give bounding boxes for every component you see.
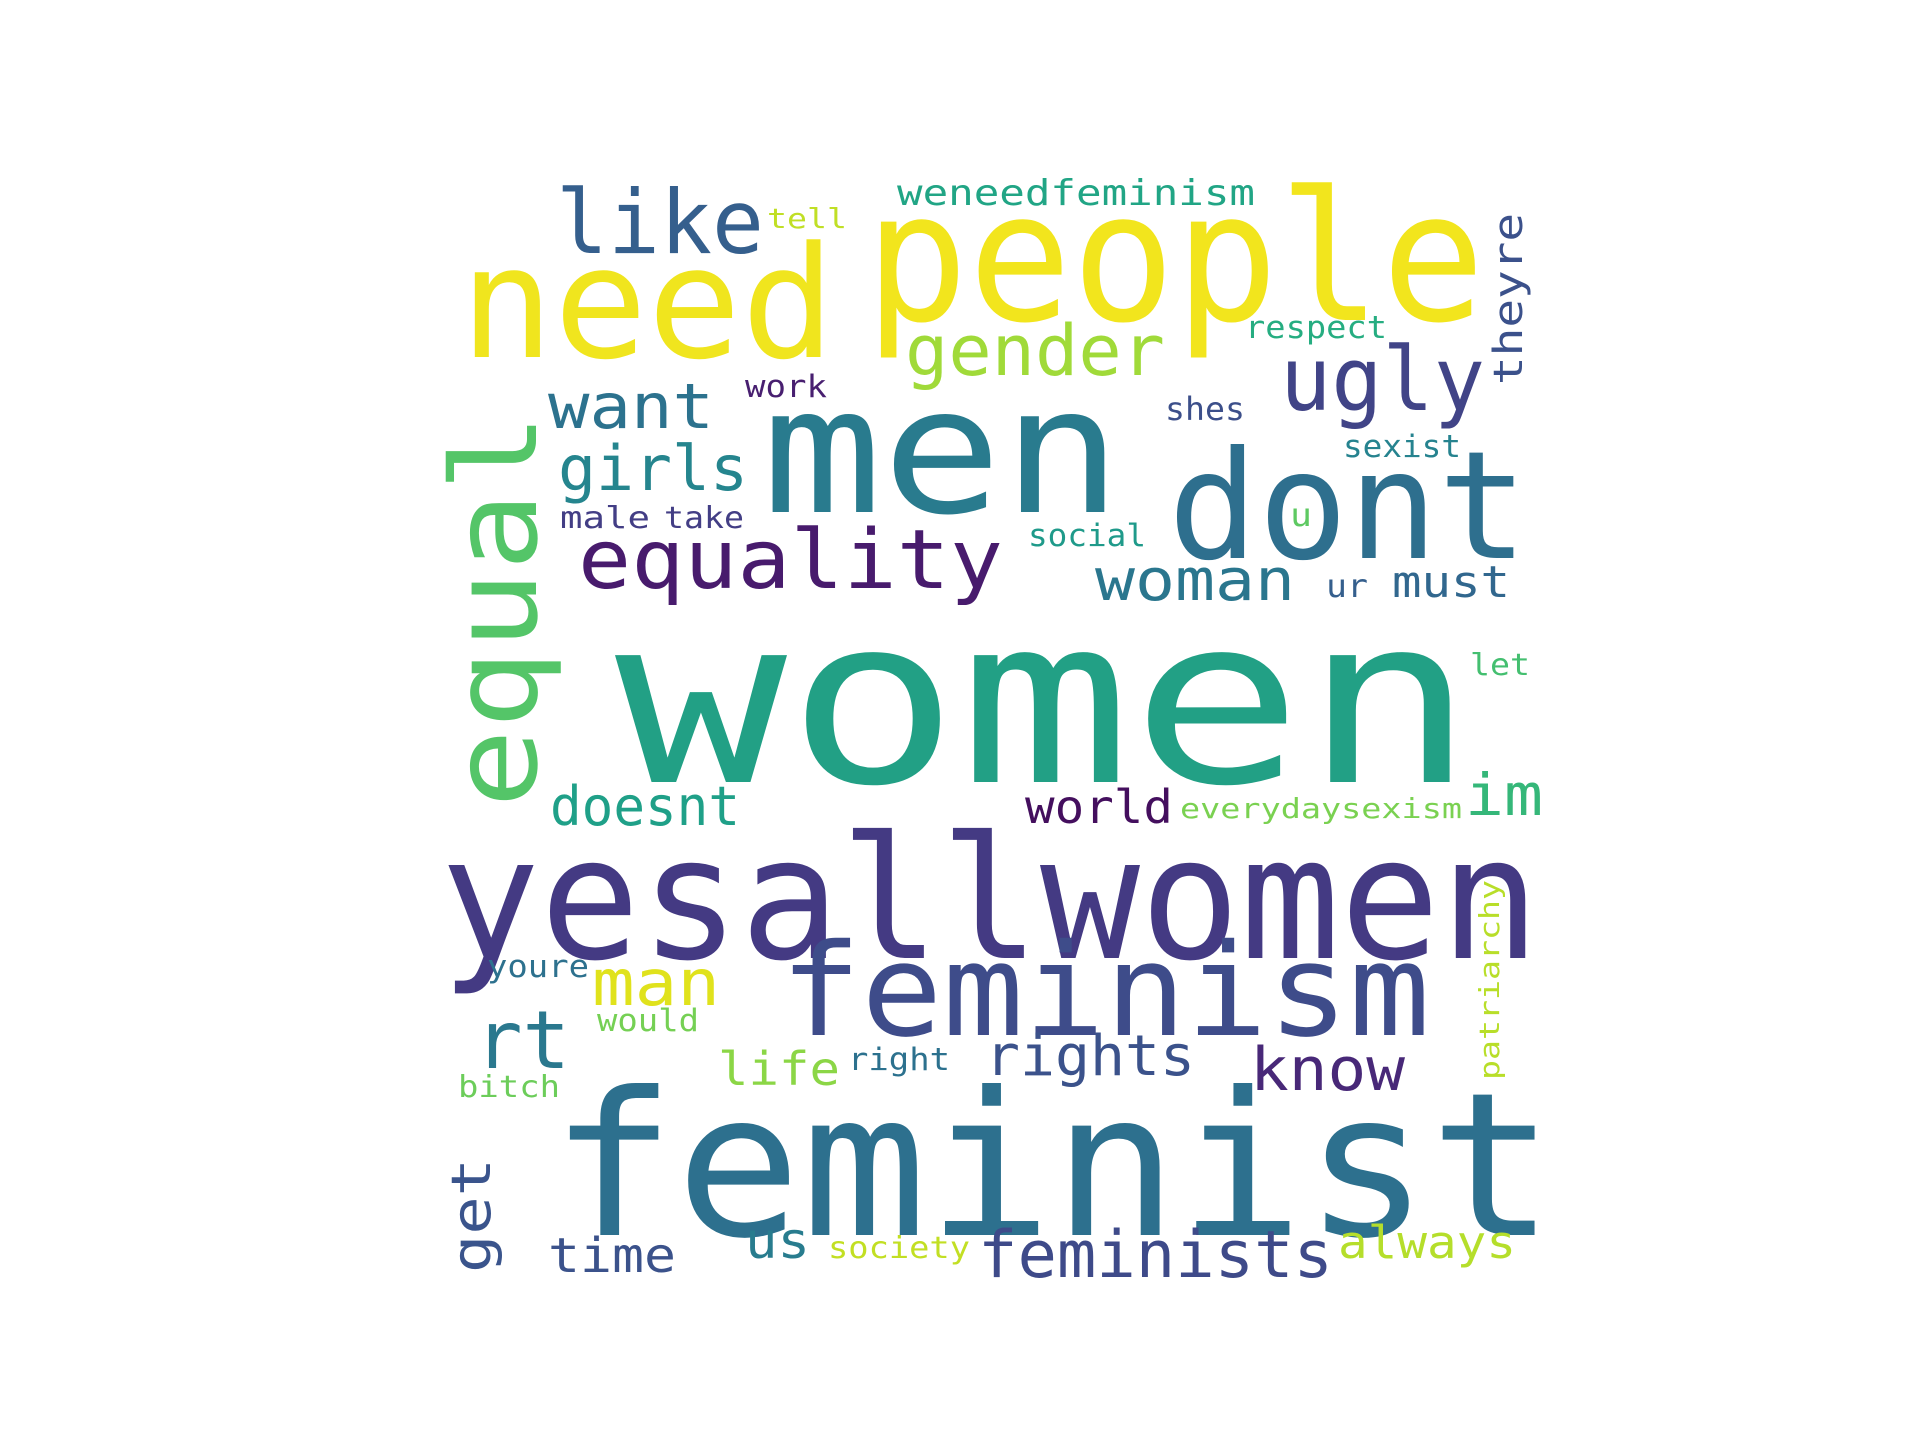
- word-want: want: [548, 370, 714, 443]
- word-doesnt: doesnt: [550, 775, 740, 838]
- word-cloud-words: women people feminist yesallwomen men ne…: [426, 154, 1555, 1293]
- word-must: must: [1392, 557, 1510, 608]
- word-women: women: [615, 567, 1475, 837]
- word-right: right: [848, 1042, 950, 1078]
- word-need: need: [460, 213, 835, 394]
- word-gender: gender: [905, 310, 1165, 392]
- word-social: social: [1028, 518, 1146, 554]
- word-let: let: [1470, 648, 1530, 683]
- word-youre: youre: [487, 949, 589, 985]
- word-rights: rights: [985, 1024, 1195, 1089]
- word-know: know: [1250, 1035, 1406, 1105]
- word-man: man: [592, 947, 720, 1021]
- word-feminists: feminists: [978, 1218, 1333, 1293]
- word-tell: tell: [767, 202, 847, 235]
- word-ur: ur: [1326, 567, 1368, 605]
- word-weneedfeminism: weneedfeminism: [897, 173, 1255, 214]
- word-male: male: [560, 501, 650, 536]
- word-theyre: theyre: [1486, 213, 1532, 385]
- word-always: always: [1338, 1216, 1516, 1269]
- word-u: u: [1290, 496, 1312, 534]
- word-people: people: [865, 154, 1485, 363]
- word-time: time: [548, 1228, 676, 1284]
- word-feminist: feminist: [550, 1050, 1555, 1283]
- word-world: world: [1025, 780, 1173, 834]
- word-shes: shes: [1165, 390, 1245, 428]
- word-men: men: [762, 351, 1122, 554]
- word-would: would: [597, 1003, 699, 1039]
- word-life: life: [718, 1042, 840, 1096]
- word-im: im: [1465, 761, 1543, 829]
- word-girls: girls: [558, 432, 748, 505]
- word-dont: dont: [1168, 420, 1528, 594]
- word-rt: rt: [475, 994, 570, 1087]
- word-us: us: [745, 1212, 810, 1270]
- word-like: like: [556, 171, 764, 274]
- word-get: get: [440, 1158, 503, 1273]
- word-feminism: feminism: [780, 917, 1430, 1066]
- word-work: work: [745, 369, 827, 405]
- word-society: society: [828, 1231, 970, 1266]
- word-sexist: sexist: [1343, 429, 1461, 465]
- word-bitch: bitch: [458, 1070, 560, 1105]
- word-take: take: [664, 501, 744, 536]
- word-patriarchy: patriarchy: [1473, 880, 1506, 1080]
- word-respect: respect: [1245, 310, 1387, 346]
- word-everydaysexism: everydaysexism: [1180, 792, 1462, 825]
- word-yesallwomen: yesallwomen: [440, 801, 1540, 999]
- word-equality: equality: [578, 513, 1003, 608]
- word-ugly: ugly: [1280, 328, 1485, 431]
- word-woman: woman: [1095, 546, 1295, 614]
- word-equal: equal: [426, 413, 564, 808]
